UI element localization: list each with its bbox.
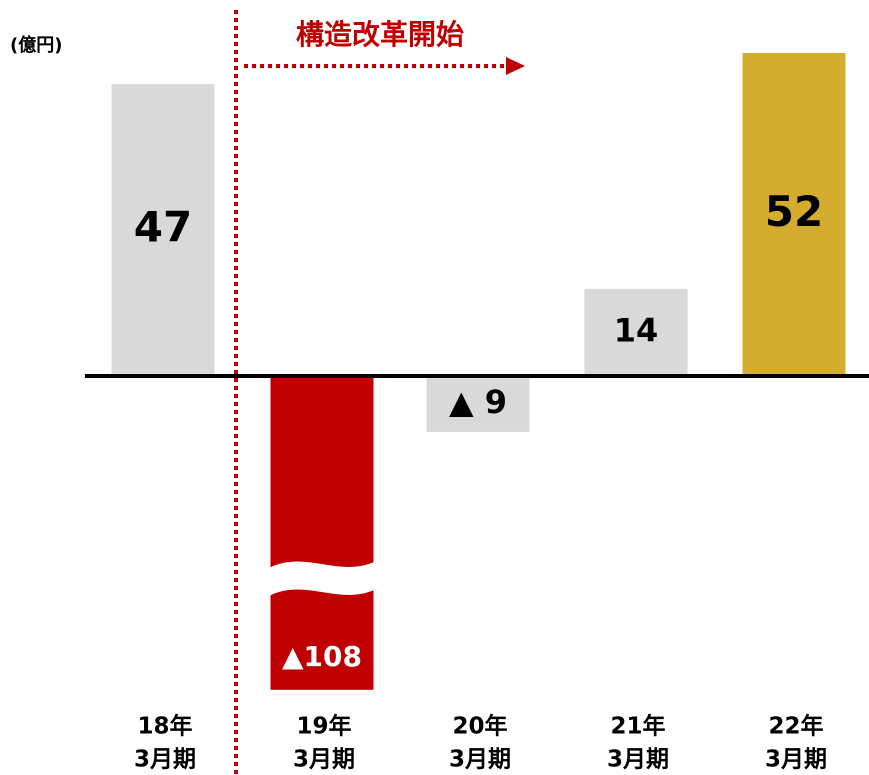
bar [742, 53, 846, 377]
x-tick-label: 22年 [768, 713, 823, 740]
bar [270, 376, 374, 690]
value-label: ▲108 [282, 640, 362, 673]
x-tick-label: 3月期 [607, 747, 669, 773]
x-tick-label: 20年 [452, 713, 507, 740]
arrow-head [506, 57, 525, 75]
bar [426, 376, 530, 432]
bar [584, 289, 688, 377]
x-tick-label: 21年 [610, 713, 665, 740]
value-label: 14 [614, 312, 659, 350]
annotation: 構造改革開始 [296, 18, 464, 51]
x-tick-label: 19年 [296, 713, 351, 740]
x-tick-label: 3月期 [765, 747, 827, 773]
value-label: ▲ 9 [449, 383, 507, 421]
x-tick-label: 18年 [137, 713, 192, 740]
axis-break [269, 561, 375, 596]
bar [111, 84, 215, 377]
x-tick-label: 3月期 [449, 747, 511, 773]
value-label: 52 [765, 187, 823, 236]
unit-label: (億円) [10, 34, 62, 56]
value-label: 47 [134, 203, 192, 252]
x-tick-label: 3月期 [134, 747, 196, 773]
x-tick-label: 3月期 [293, 747, 355, 773]
